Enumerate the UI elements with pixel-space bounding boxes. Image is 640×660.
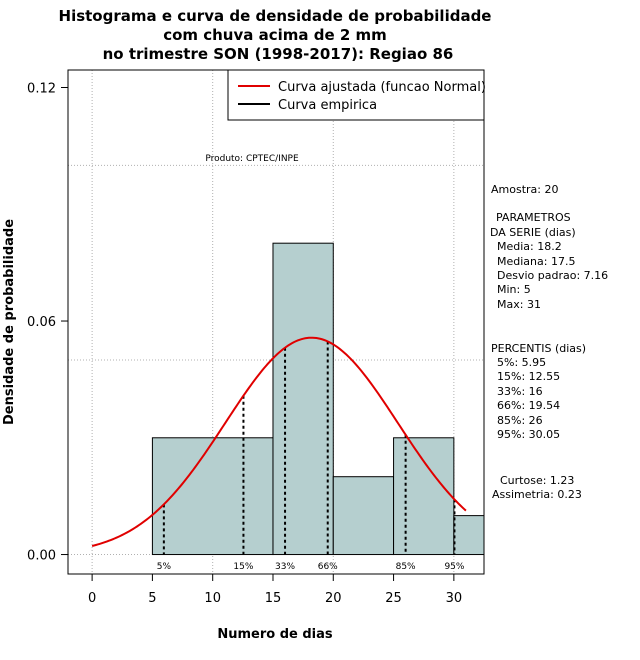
params-header-1: PARAMETROS (496, 211, 571, 224)
stat-min: Min: 5 (497, 283, 531, 296)
x-tick-label-5: 25 (385, 591, 402, 606)
y-axis-title: Densidade de probabilidade (2, 219, 17, 425)
histogram-bar-2 (332, 476, 395, 556)
pct-95: 95%: 30.05 (497, 428, 560, 441)
curve-layer (91, 336, 467, 547)
stat-desvio: Desvio padrao: 7.16 (497, 269, 608, 282)
pct-5: 5%: 5.95 (497, 356, 546, 369)
x-tick-label-4: 20 (325, 591, 342, 606)
stat-mediana: Mediana: 17.5 (497, 255, 575, 268)
x-axis-title: Numero de dias (217, 627, 333, 642)
chart-title-line-2: com chuva acima de 2 mm (163, 26, 387, 44)
percentile-label-3: 66% (318, 562, 338, 572)
product-label: Produto: CPTEC/INPE (205, 154, 299, 164)
pct-66: 66%: 19.54 (497, 399, 560, 412)
percentile-label-1: 15% (233, 562, 253, 572)
x-tick-label-0: 0 (88, 591, 96, 606)
stat-assimetria: Assimetria: 0.23 (492, 488, 582, 501)
legend-label-empirical: Curva empirica (278, 98, 377, 113)
percentile-label-0: 5% (157, 562, 172, 572)
chart-title-line-1: Histograma e curva de densidade de proba… (59, 7, 492, 25)
stat-curtose: Curtose: 1.23 (500, 474, 574, 487)
normal-curve (91, 336, 467, 547)
percentis-header: PERCENTIS (dias) (491, 342, 586, 355)
pct-33: 33%: 16 (497, 385, 543, 398)
x-tick-label-1: 5 (148, 591, 156, 606)
percentile-label-2: 33% (275, 562, 295, 572)
y-tick-label-1: 0.06 (27, 315, 56, 330)
chart-title-line-3: no trimestre SON (1998-2017): Regiao 86 (103, 45, 454, 63)
x-tick-label-2: 10 (204, 591, 221, 606)
statistics-panel: Amostra: 20 PARAMETROS DA SERIE (dias) M… (490, 183, 608, 501)
legend-box (227, 69, 485, 121)
histogram-bar-4 (453, 515, 485, 556)
pct-15: 15%: 12.55 (497, 370, 560, 383)
legend-label-normal: Curva ajustada (funcao Normal) (278, 80, 486, 95)
histogram-bar-3 (393, 437, 455, 556)
bar-layer (151, 242, 485, 556)
percentile-layer: 5% 15% 33% 66% 85% 95% (157, 341, 465, 572)
y-tick-label-0: 0.00 (27, 549, 56, 564)
histogram-bar-1 (272, 242, 334, 556)
legend: Curva ajustada (funcao Normal) Curva emp… (227, 69, 486, 121)
stat-media: Media: 18.2 (497, 240, 562, 253)
pct-85: 85%: 26 (497, 414, 543, 427)
x-tick-label-6: 30 (446, 591, 463, 606)
axis-layer: 0 5 10 15 20 25 30 0.00 0.06 0.12 (27, 82, 462, 606)
percentile-label-5: 95% (444, 562, 464, 572)
x-tick-label-3: 15 (265, 591, 282, 606)
params-header-2: DA SERIE (dias) (490, 226, 576, 239)
percentile-label-4: 85% (396, 562, 416, 572)
sample-size: Amostra: 20 (491, 183, 558, 196)
stat-max: Max: 31 (497, 298, 541, 311)
y-tick-label-2: 0.12 (27, 82, 56, 97)
